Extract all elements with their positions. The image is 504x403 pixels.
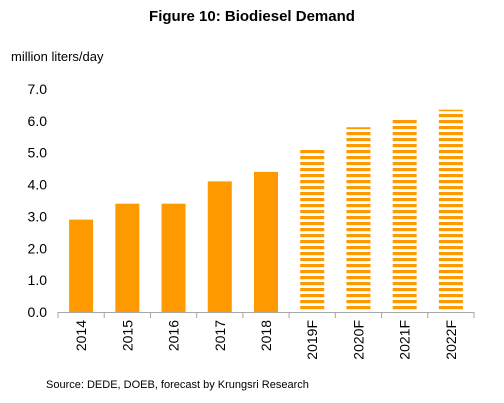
bar	[207, 181, 232, 312]
x-tick-label: 2022F	[443, 320, 459, 360]
x-tick-label: 2018	[258, 320, 274, 351]
x-tick-label: 2021F	[397, 320, 413, 360]
x-axis-ticks: 2014 2015 2016 2017 2018 2019F 2020F 2021F 2022F	[57, 312, 475, 360]
y-tick-label: 2.0	[28, 240, 48, 256]
y-axis-ticks: 0.0 1.0 2.0 3.0 4.0 5.0 6.0 7.0	[28, 81, 48, 320]
forecast-bar	[346, 127, 371, 312]
forecast-bar	[438, 109, 463, 312]
bar	[115, 203, 140, 312]
y-tick-label: 0.0	[28, 304, 48, 320]
x-tick-label: 2017	[212, 320, 228, 351]
y-tick-label: 4.0	[28, 177, 48, 193]
y-axis-unit-label: million liters/day	[11, 49, 104, 64]
bar	[69, 219, 94, 312]
x-tick-label: 2019F	[304, 320, 320, 360]
bar	[254, 171, 278, 312]
y-tick-label: 6.0	[28, 113, 48, 129]
x-tick-label: 2016	[166, 320, 182, 351]
y-tick-label: 1.0	[28, 272, 48, 288]
x-tick-label: 2020F	[350, 320, 366, 360]
bars	[69, 109, 463, 313]
x-tick-label: 2014	[73, 320, 89, 351]
x-tick-label: 2015	[119, 320, 135, 351]
bar	[161, 203, 186, 312]
y-tick-label: 7.0	[28, 81, 48, 97]
forecast-bar	[300, 149, 325, 312]
forecast-bar	[392, 117, 417, 313]
source-note: Source: DEDE, DOEB, forecast by Krungsri…	[46, 379, 309, 391]
y-tick-label: 3.0	[28, 208, 48, 224]
chart-title: Figure 10: Biodiesel Demand	[149, 8, 355, 25]
y-tick-label: 5.0	[28, 145, 48, 161]
